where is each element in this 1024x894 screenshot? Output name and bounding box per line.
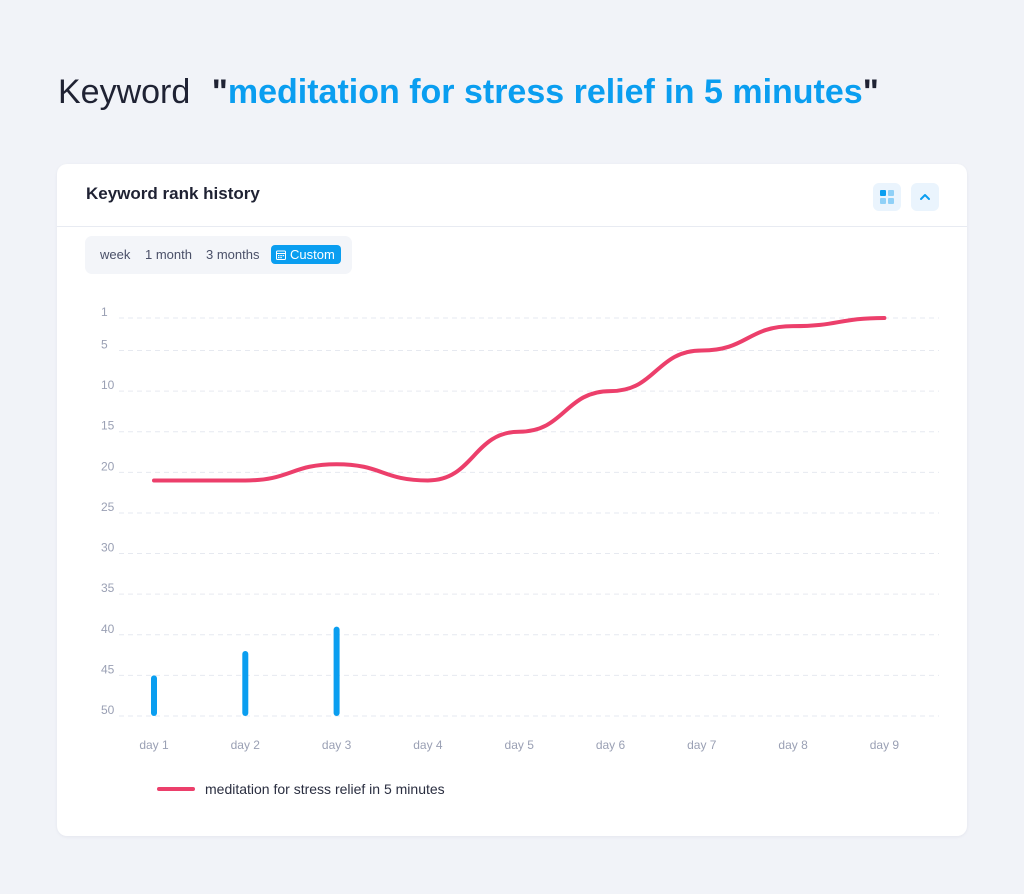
y-tick-label: 40 <box>101 622 115 636</box>
filter-custom-label: Custom <box>290 247 335 262</box>
filter-custom[interactable]: Custom <box>271 245 341 264</box>
y-tick-label: 10 <box>101 378 115 392</box>
y-tick-label: 50 <box>101 703 115 717</box>
grid-icon <box>880 190 894 204</box>
x-tick-label: day 1 <box>139 738 169 752</box>
date-range-filter: week 1 month 3 months Custom <box>85 236 352 274</box>
x-tick-label: day 7 <box>687 738 717 752</box>
x-tick-label: day 3 <box>322 738 352 752</box>
card-header: Keyword rank history <box>57 164 967 227</box>
rank-bar <box>242 651 249 716</box>
card-title: Keyword rank history <box>86 184 260 203</box>
rank-history-card: Keyword rank history week 1 month 3 mont… <box>57 164 967 836</box>
quote-close: " <box>862 73 879 111</box>
x-tick-label: day 5 <box>505 738 535 752</box>
y-tick-label: 20 <box>101 459 115 473</box>
y-tick-label: 45 <box>101 662 115 676</box>
legend-swatch <box>157 787 195 791</box>
x-tick-label: day 9 <box>870 738 900 752</box>
x-tick-label: day 2 <box>231 738 261 752</box>
rank-bar <box>151 675 157 716</box>
y-tick-label: 15 <box>101 419 115 433</box>
y-tick-label: 5 <box>101 337 108 351</box>
legend-label: meditation for stress relief in 5 minute… <box>205 781 445 797</box>
calendar-icon <box>276 250 286 260</box>
chevron-up-icon <box>920 194 930 200</box>
quote-open: " <box>211 73 228 111</box>
y-tick-label: 35 <box>101 581 115 595</box>
filter-week[interactable]: week <box>100 247 131 262</box>
x-tick-label: day 4 <box>413 738 443 752</box>
y-tick-label: 25 <box>101 500 115 514</box>
page-heading: Keyword "meditation for stress relief in… <box>58 68 879 116</box>
x-tick-label: day 6 <box>596 738 626 752</box>
chart-legend: meditation for stress relief in 5 minute… <box>157 781 445 797</box>
x-tick-label: day 8 <box>778 738 808 752</box>
filter-3-months[interactable]: 3 months <box>206 247 260 262</box>
y-tick-label: 30 <box>101 541 115 555</box>
y-tick-label: 1 <box>101 305 108 319</box>
filter-1-month[interactable]: 1 month <box>145 247 192 262</box>
rank-bar <box>333 626 340 716</box>
rank-line <box>152 316 887 483</box>
keyword-text: meditation for stress relief in 5 minute… <box>227 73 863 111</box>
page-heading-label: Keyword <box>58 73 191 111</box>
collapse-button[interactable] <box>911 183 939 211</box>
grid-view-button[interactable] <box>873 183 901 211</box>
